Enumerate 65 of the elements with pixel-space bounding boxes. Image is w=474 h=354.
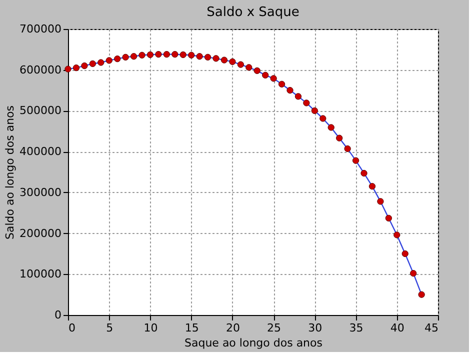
y-tick-label: 700000 (20, 22, 62, 36)
point (328, 124, 334, 131)
x-tick-label: 5 (106, 322, 114, 334)
y-tick-label: 600000 (20, 63, 62, 76)
point (229, 58, 236, 66)
x-tick-label: 15 (184, 322, 199, 334)
point (155, 51, 162, 58)
point (130, 53, 138, 60)
x-tick-label: 25 (267, 322, 282, 334)
x-tick-label: 0 (68, 322, 76, 334)
point (262, 72, 269, 78)
y-tick-label: 200000 (20, 226, 62, 240)
x-tick-label: 40 (390, 322, 404, 334)
point (336, 134, 343, 142)
y-tick-label: 400000 (20, 145, 62, 158)
point (278, 80, 286, 88)
point (180, 51, 186, 58)
point (204, 54, 212, 61)
point (237, 61, 244, 68)
point (311, 107, 318, 114)
point (344, 145, 351, 152)
x-tick-label: 45 (424, 322, 438, 334)
point (64, 66, 72, 72)
point (320, 115, 326, 122)
point (410, 270, 417, 277)
point (352, 157, 360, 164)
point (81, 62, 88, 70)
point (196, 53, 203, 60)
y-tick-label: 0 (54, 308, 62, 322)
chart-title: Saldo x Saque (206, 5, 300, 20)
point (98, 59, 104, 66)
point (286, 86, 294, 94)
y-tick-label: 100000 (20, 268, 62, 281)
point (254, 67, 260, 74)
point (246, 64, 252, 71)
point (114, 56, 121, 62)
point (122, 54, 129, 61)
point (360, 170, 368, 177)
point (368, 182, 376, 190)
point (385, 214, 392, 222)
y-tick-label: 500000 (20, 104, 62, 118)
point (377, 198, 384, 205)
point (72, 64, 80, 72)
x-tick-label: 30 (308, 322, 322, 334)
point (138, 52, 146, 58)
x-tick-label: 10 (144, 322, 158, 334)
y-tick-label: 300000 (20, 186, 62, 199)
x-tick-label: 20 (226, 322, 240, 334)
y-axis-title: Saldo ao longo dos anos (4, 105, 17, 240)
point (270, 75, 277, 82)
point (146, 51, 154, 58)
point (212, 55, 220, 62)
point (294, 93, 302, 100)
point (402, 250, 408, 258)
point (89, 60, 96, 68)
x-tick-label: 35 (349, 322, 364, 334)
x-axis-title: Saque ao longo dos anos (184, 336, 323, 350)
point (303, 100, 310, 106)
point (172, 51, 178, 58)
point (188, 52, 195, 58)
point (394, 232, 400, 238)
point (220, 56, 228, 64)
point (163, 51, 170, 58)
point (418, 291, 425, 298)
point (106, 57, 112, 64)
